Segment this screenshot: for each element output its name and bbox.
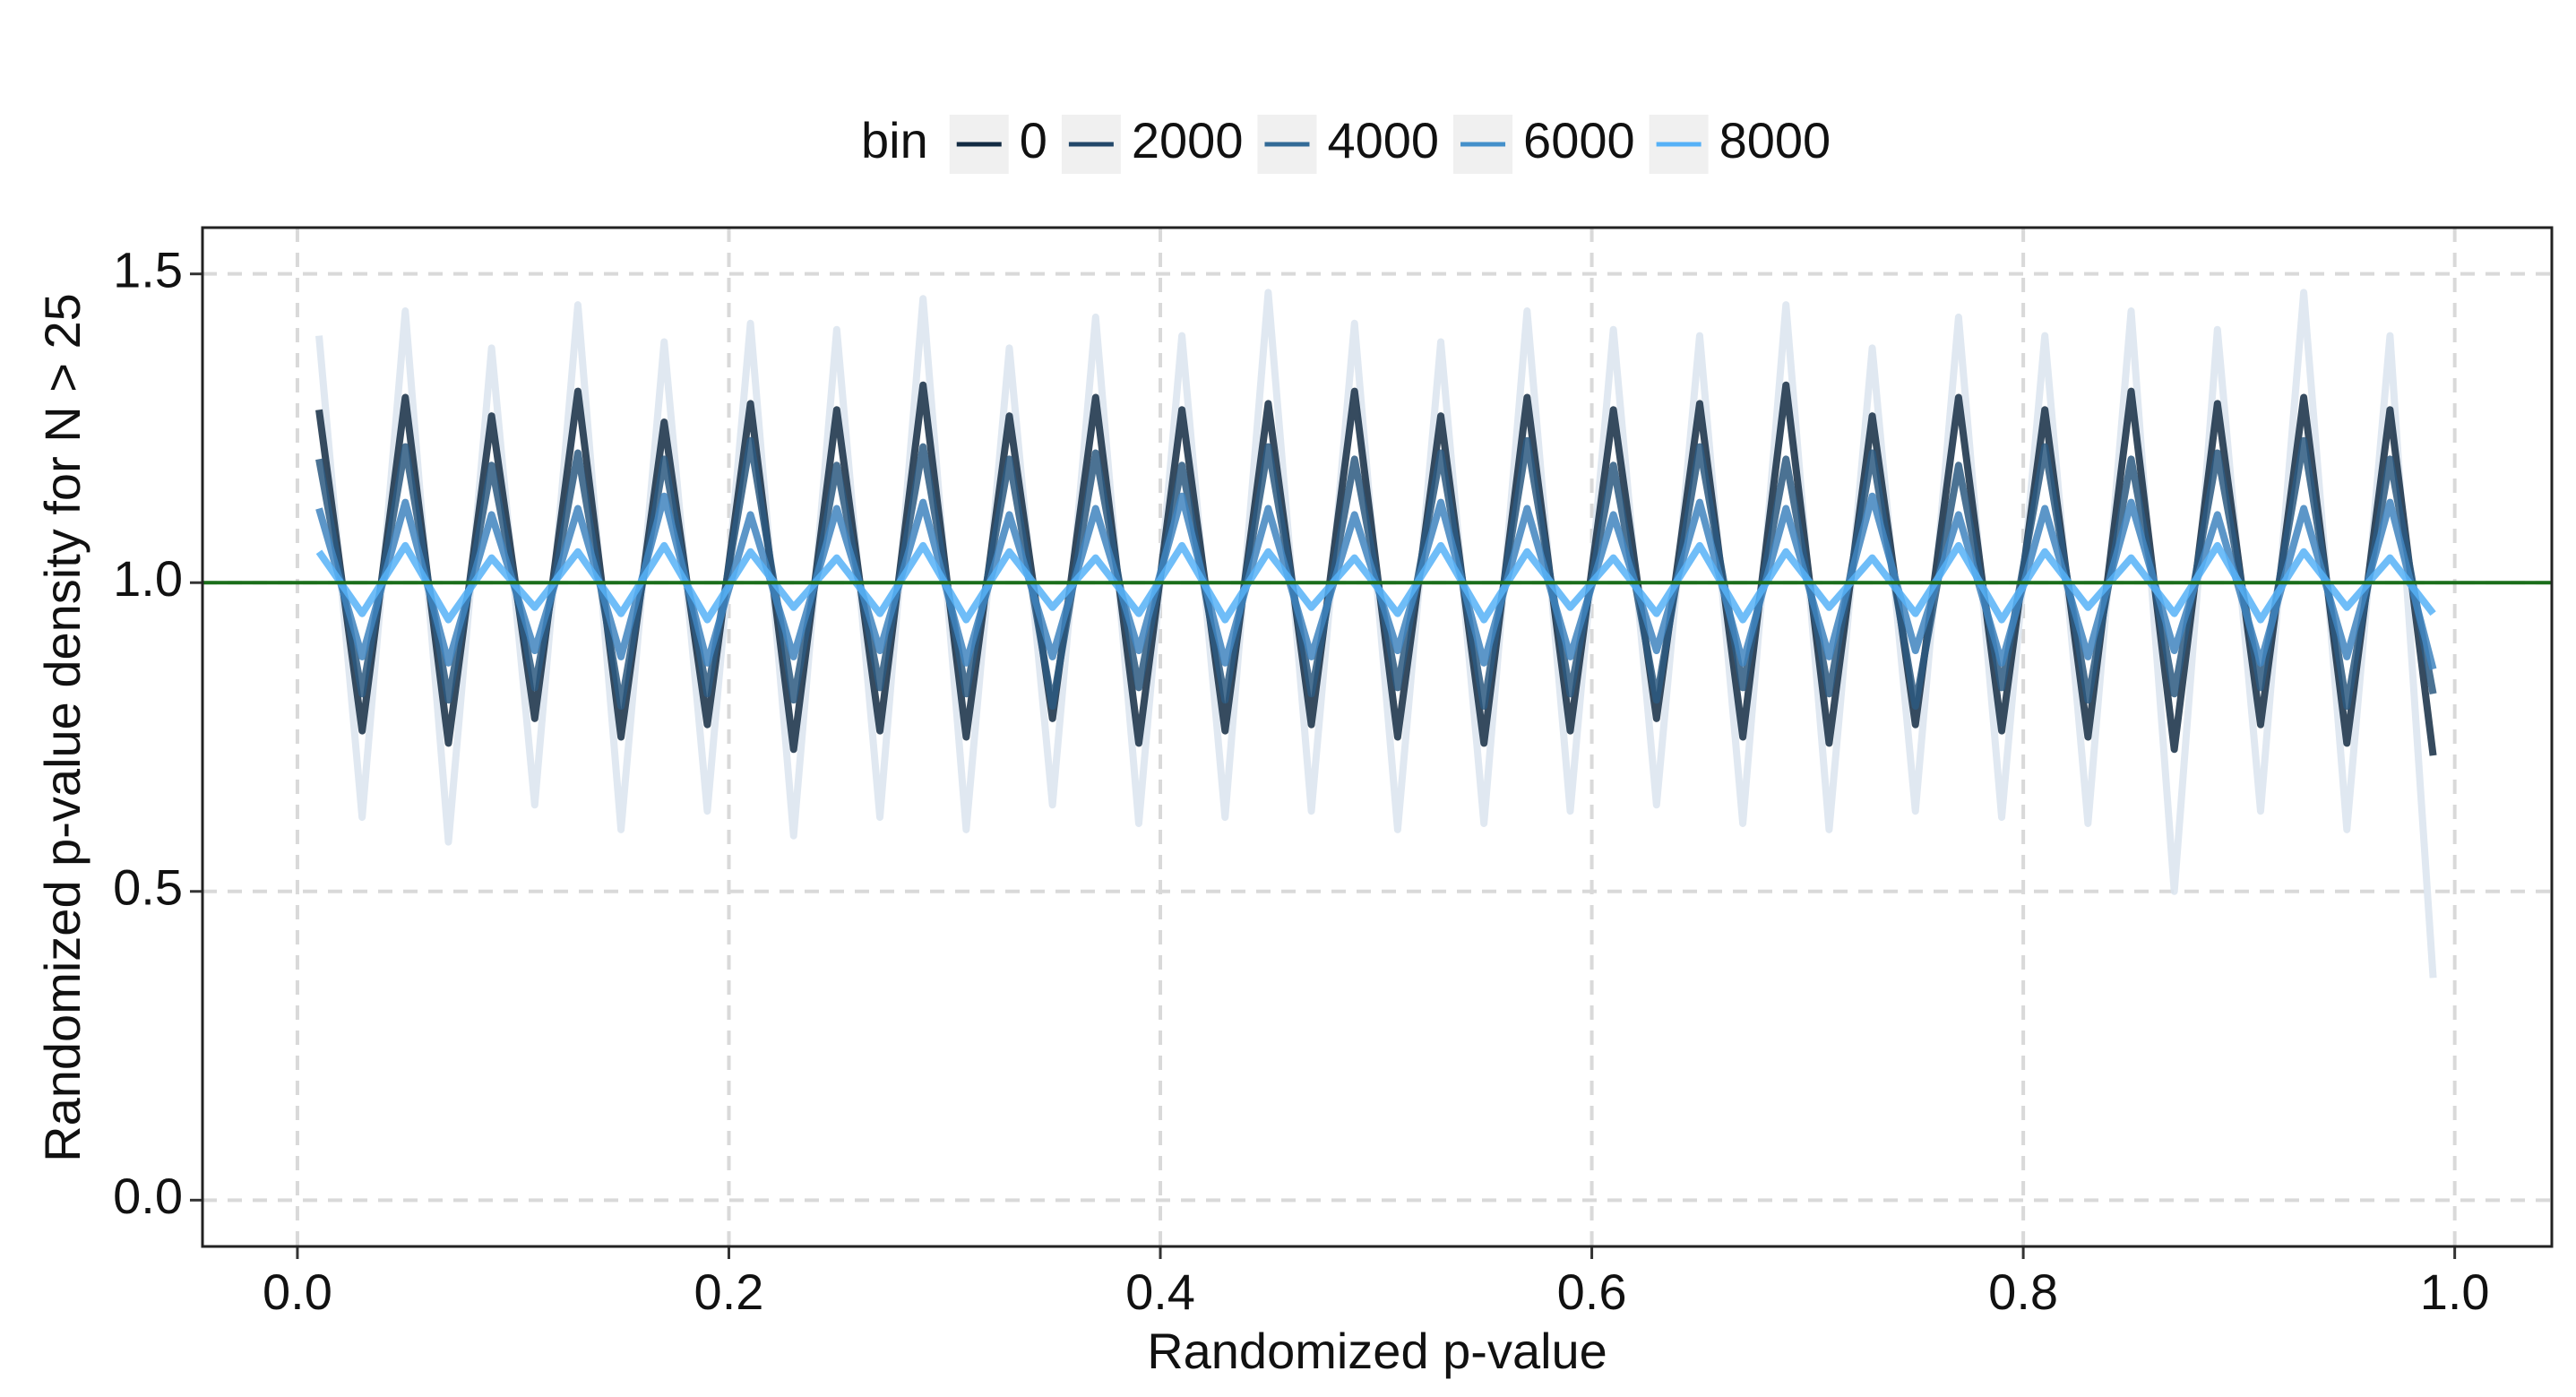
legend-label: 2000 — [1132, 112, 1244, 168]
legend-title: bin — [861, 112, 928, 168]
y-axis-title: Randomized p-value density for N > 25 — [34, 293, 90, 1162]
y-tick-label: 0.5 — [113, 859, 183, 916]
legend-label: 6000 — [1523, 112, 1635, 168]
x-tick-label: 0.4 — [1125, 1263, 1195, 1320]
x-tick-label: 1.0 — [2420, 1263, 2490, 1320]
legend-label: 8000 — [1719, 112, 1831, 168]
x-tick-label: 0.6 — [1557, 1263, 1627, 1320]
legend-label: 4000 — [1327, 112, 1439, 168]
y-tick-label: 1.0 — [113, 550, 183, 607]
y-tick-label: 1.5 — [113, 241, 183, 298]
x-axis-title: Randomized p-value — [1147, 1323, 1607, 1379]
legend-label: 0 — [1020, 112, 1047, 168]
x-tick-label: 0.0 — [263, 1263, 332, 1320]
y-tick-label: 0.0 — [113, 1168, 183, 1224]
series-line — [315, 541, 2436, 624]
x-tick-label: 0.8 — [1988, 1263, 2058, 1320]
plot-frame — [201, 226, 2554, 1248]
x-tick-label: 0.2 — [694, 1263, 764, 1320]
